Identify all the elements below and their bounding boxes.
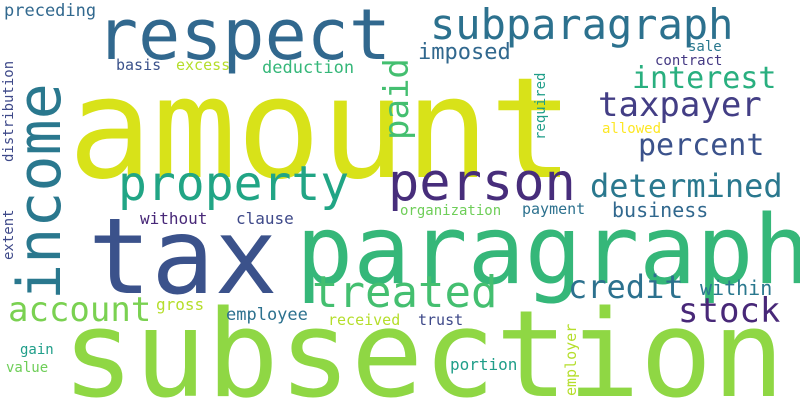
word-extent: extent <box>1 209 17 260</box>
word-business: business <box>612 198 709 222</box>
word-without: without <box>140 209 208 228</box>
word-paid: paid <box>377 58 417 140</box>
word-treated: treated <box>312 267 498 318</box>
word-sale: sale <box>688 39 722 55</box>
word-determined: determined <box>590 167 783 205</box>
word-portion: portion <box>450 355 518 374</box>
word-account: account <box>8 290 152 330</box>
word-amount: amount <box>68 48 574 211</box>
word-taxpayer: taxpayer <box>598 85 762 125</box>
word-received: received <box>328 311 401 329</box>
word-imposed: imposed <box>418 40 511 65</box>
word-subsection: subsection <box>62 286 785 400</box>
word-income: income <box>5 83 75 300</box>
word-gain: gain <box>20 342 54 358</box>
word-employee: employee <box>226 305 308 325</box>
word-contract: contract <box>655 53 723 69</box>
word-trust: trust <box>418 311 464 329</box>
word-value: value <box>6 360 49 376</box>
word-interest: interest <box>632 61 777 96</box>
word-person: person <box>388 153 576 213</box>
word-percent: percent <box>638 128 765 163</box>
word-employer: employer <box>562 323 580 396</box>
word-gross: gross <box>156 295 205 314</box>
word-subparagraph: subparagraph <box>430 0 734 49</box>
word-paragraph: paragraph <box>296 196 800 306</box>
word-within: within <box>700 276 773 300</box>
word-payment: payment <box>522 200 586 218</box>
word-allowed: allowed <box>602 121 662 137</box>
word-stock: stock <box>678 291 781 331</box>
word-organization: organization <box>400 203 502 219</box>
word-preceding: preceding <box>4 1 97 21</box>
word-credit: credit <box>568 268 684 306</box>
word-basis: basis <box>116 56 162 74</box>
word-required: required <box>533 72 549 140</box>
word-property: property <box>118 156 350 212</box>
word-tax: tax <box>88 196 278 318</box>
word-deduction: deduction <box>262 58 355 78</box>
word-distribution: distribution <box>1 60 17 162</box>
word-clause: clause <box>236 209 294 228</box>
word-excess: excess <box>176 56 231 74</box>
word-respect: respect <box>96 0 392 76</box>
